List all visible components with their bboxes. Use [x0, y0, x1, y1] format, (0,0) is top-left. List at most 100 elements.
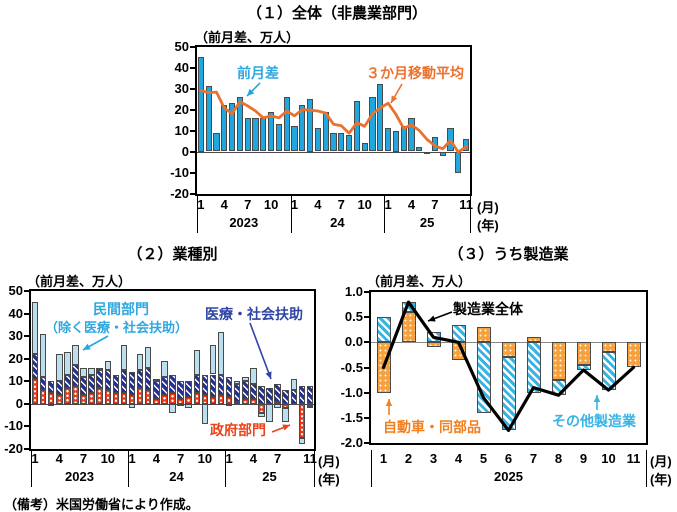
chart2-title: （２）業種別 — [127, 246, 218, 263]
chart1-bar-segment — [252, 117, 259, 152]
chart2-bar-segment — [56, 394, 63, 404]
chart2-bar-segment — [80, 367, 87, 377]
chart1-bar-segment — [236, 96, 243, 152]
chart2-bar-segment — [298, 403, 306, 438]
chart2-bar-segment — [290, 390, 298, 404]
chart3-ytick-label: -1.5 — [340, 409, 363, 425]
chart2-bar-segment — [128, 372, 136, 395]
chart2-bar-segment — [298, 385, 306, 404]
chart2-bar-segment — [112, 392, 120, 404]
chart1-bar-segment — [369, 96, 376, 152]
chart2-bar-segment — [274, 403, 281, 409]
chart1-bar-segment — [299, 105, 306, 152]
chart2-bar-segment — [185, 397, 192, 404]
chart1-xtick-label: 1 — [197, 197, 205, 212]
chart2-bar-segment — [39, 390, 47, 404]
chart1-plot-frame — [195, 44, 472, 196]
chart1-bar-segment — [229, 103, 236, 152]
chart2-bar-segment — [193, 374, 200, 393]
chart2-axis-separator — [128, 450, 130, 487]
chart3-ytick-label: -0.5 — [340, 359, 363, 375]
chart2-bar-segment — [177, 399, 184, 404]
chart1-ytick-mark — [190, 45, 195, 48]
chart1-bar-segment — [213, 132, 220, 152]
chart1-ytick-mark — [190, 171, 195, 174]
footnote: （備考）米国労働省により作成。 — [4, 497, 199, 512]
chart3-year-unit: (年) — [650, 472, 672, 487]
chart1-title: （１）全体（非農業部門） — [246, 5, 427, 22]
chart1-xtick-label: 10 — [357, 197, 372, 212]
chart1-xtick-label: 7 — [337, 197, 345, 212]
chart2-bar-segment — [266, 388, 273, 404]
chart2-ytick-mark — [24, 402, 29, 405]
chart2-bar-segment — [169, 403, 176, 413]
legend-healthcare-social: 医療・社会扶助 — [205, 306, 303, 322]
chart1-xtick-label: 7 — [431, 197, 439, 212]
chart2-bar-segment — [64, 374, 71, 389]
chart1-ytick-label: -20 — [170, 185, 189, 201]
chart2-bar-segment — [217, 394, 225, 404]
chart2-xtick-label: 11 — [303, 451, 317, 466]
chart1-bar-segment — [322, 111, 329, 152]
chart3-axis-separator — [371, 450, 372, 487]
chart2-bar-segment — [104, 390, 112, 404]
chart2-bar-segment — [145, 390, 152, 404]
chart2-bar-segment — [80, 394, 87, 404]
chart1-bar-segment — [408, 117, 415, 152]
chart2-bar-segment — [72, 385, 79, 404]
chart2-bar-segment — [193, 349, 200, 375]
chart1-bar-segment — [385, 128, 392, 152]
chart2-year-unit: (年) — [318, 472, 340, 487]
chart2-bar-segment — [185, 403, 192, 409]
chart2-bar-segment — [56, 381, 63, 395]
chart2-bar-segment — [177, 381, 184, 400]
chart2-ytick-mark — [24, 290, 29, 292]
chart2-bar-segment — [88, 374, 95, 393]
chart3-bar-segment — [576, 364, 591, 370]
chart3-bar-segment — [426, 332, 441, 343]
chart1-ytick-mark — [190, 129, 195, 132]
chart3-xtick-label: 5 — [479, 451, 488, 466]
chart2-bar-segment — [282, 403, 289, 409]
chart1-ytick-mark — [190, 66, 195, 69]
chart1-ytick-label: 20 — [174, 101, 189, 117]
chart1-year-label: 24 — [330, 215, 345, 230]
chart2-bar-segment — [120, 370, 128, 393]
chart2-bar-segment — [274, 401, 281, 404]
chart2-bar-segment — [242, 381, 249, 400]
chart3-month-unit: (月) — [650, 454, 672, 469]
chart2-bar-segment — [298, 437, 306, 445]
chart2-bar-segment — [161, 394, 168, 404]
chart1-bar-segment — [424, 151, 431, 154]
chart1-bar-segment — [291, 126, 298, 152]
chart2-bar-segment — [185, 381, 192, 398]
chart1-ytick-label: -10 — [170, 164, 189, 180]
chart2-ytick-label: 10 — [8, 373, 23, 389]
chart2-bar-segment — [47, 381, 55, 393]
chart2-ytick-label: 50 — [8, 283, 23, 298]
chart2-bar-segment — [47, 392, 55, 404]
chart1-bar-segment — [353, 101, 360, 152]
chart3-bar-segment — [551, 380, 566, 396]
chart2-bar-segment — [250, 367, 257, 384]
chart2-bar-segment — [250, 399, 257, 404]
chart1-bar-segment — [392, 130, 399, 152]
chart1-xtick-label: 4 — [220, 197, 228, 212]
legend-3mo-moving-average: ３か月移動平均 — [366, 65, 464, 81]
chart2-bar-segment — [225, 403, 233, 407]
chart1-bar-segment — [439, 151, 446, 156]
chart2-ytick-label: -20 — [4, 441, 23, 456]
chart2-ytick-label: -10 — [4, 418, 23, 434]
chart1-ytick-label: 10 — [174, 122, 189, 138]
chart1-axis-separator — [197, 196, 198, 233]
chart1-bar-segment — [244, 117, 251, 152]
chart2-xtick-label: 7 — [79, 451, 88, 466]
chart3-xtick-label: 8 — [554, 451, 563, 466]
chart1-bar-segment — [431, 136, 438, 152]
chart3-xtick-label: 4 — [454, 451, 463, 466]
chart2-bar-segment — [217, 331, 225, 375]
chart2-bar-segment — [161, 360, 168, 377]
chart1-bar-segment — [346, 134, 353, 152]
chart1-bar-segment — [463, 138, 470, 152]
chart1-year-label: 25 — [419, 215, 435, 230]
